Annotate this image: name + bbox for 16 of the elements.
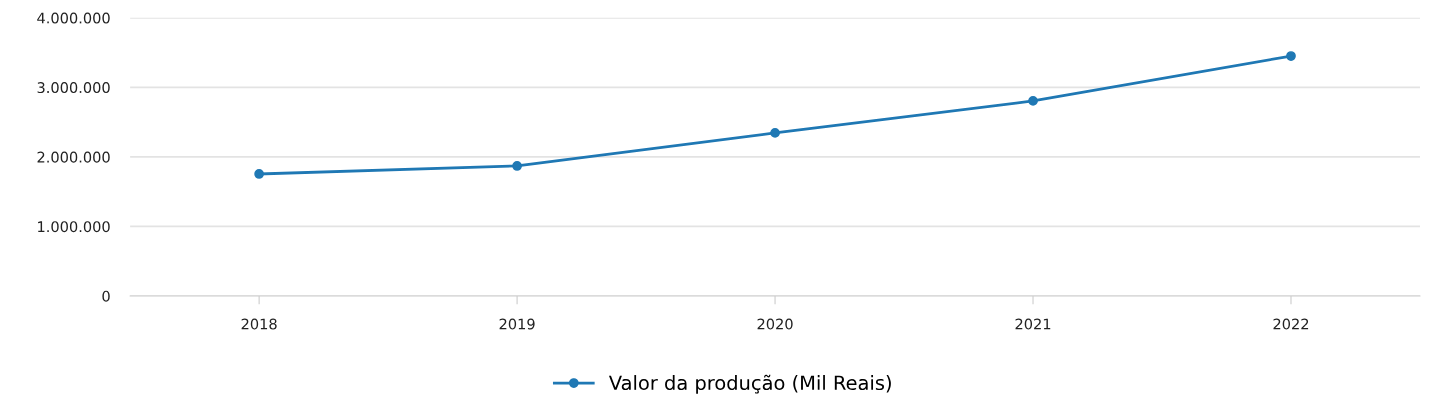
point	[770, 128, 780, 138]
x-tick-label: 2019	[499, 318, 535, 330]
x-tick-label: 2022	[1273, 318, 1309, 330]
point	[1286, 51, 1296, 61]
legend-label: Valor da produção (Mil Reais)	[608, 374, 891, 394]
point	[254, 169, 264, 179]
x-tick-label: 2018	[241, 318, 277, 330]
point	[1028, 96, 1038, 106]
point	[512, 161, 522, 171]
x-tick-label: 2020	[757, 318, 793, 330]
y-tick-label: 2.000.000	[37, 151, 110, 163]
y-tick-label: 1.000.000	[38, 221, 110, 233]
x-tick-label: 2021	[1015, 318, 1051, 330]
y-tick-label: 4.000.000	[37, 12, 110, 24]
y-tick-label: 3.000.000	[37, 82, 110, 94]
y-tick-label: 0	[102, 290, 110, 302]
